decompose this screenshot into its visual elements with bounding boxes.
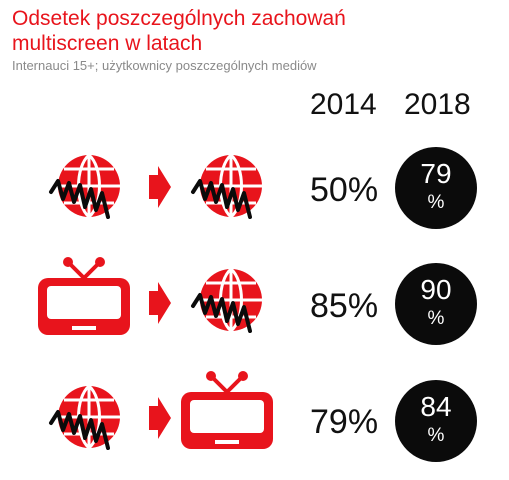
arrow-right-icon [149, 397, 171, 439]
value-2014: 50% [310, 171, 379, 209]
value-2018-badge: 84 % [395, 380, 477, 462]
value-2018: 90 [420, 274, 452, 305]
internet-globe-icon [191, 153, 262, 219]
multiscreen-row-internet-internet: 50% 79 % [0, 140, 509, 240]
internet-globe-icon [191, 267, 262, 333]
internet-globe-icon [49, 384, 120, 450]
multiscreen-row-internet-tv: 79% 84 % [0, 370, 509, 470]
value-2018-unit: % [427, 425, 445, 446]
value-2018-badge: 90 % [395, 263, 477, 345]
year-2018-header: 2018 [404, 88, 471, 121]
multiscreen-row-tv-internet: 85% 90 % [0, 256, 509, 356]
internet-globe-icon [49, 153, 120, 219]
tv-icon [38, 257, 130, 335]
arrow-right-icon [149, 166, 171, 208]
value-2014: 79% [310, 403, 379, 441]
value-2018-badge: 79 % [395, 147, 477, 229]
page-title: Odsetek poszczególnych zachowań multiscr… [12, 7, 346, 55]
year-2014-header: 2014 [310, 88, 377, 121]
value-2018: 79 [420, 158, 452, 189]
arrow-right-icon [149, 282, 171, 324]
value-2014: 85% [310, 287, 379, 325]
value-2018: 84 [420, 391, 452, 422]
tv-icon [181, 371, 273, 449]
page-subtitle: Internauci 15+; użytkownicy poszczególny… [12, 58, 317, 73]
value-2018-unit: % [427, 192, 445, 213]
value-2018-unit: % [427, 308, 445, 329]
